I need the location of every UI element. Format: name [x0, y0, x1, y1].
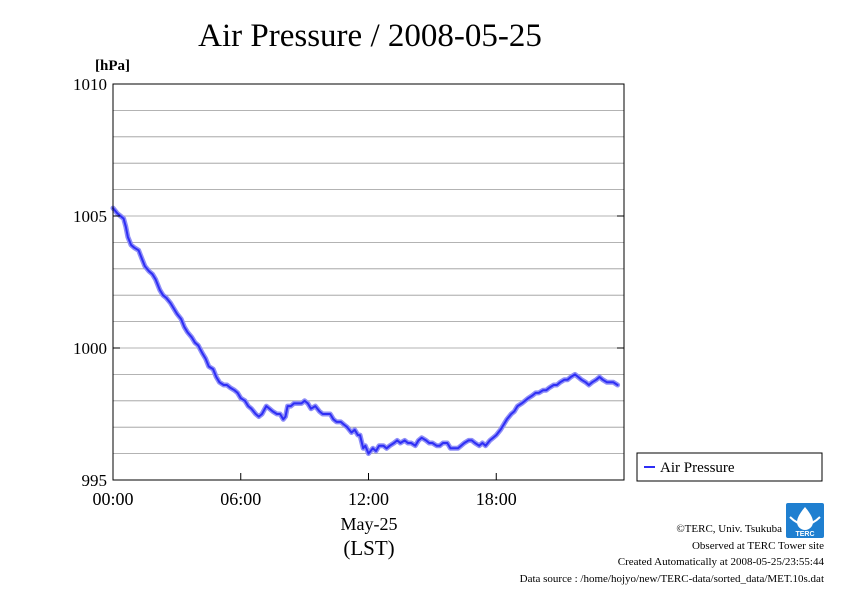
- copyright-text: ©TERC, Univ. Tsukuba: [676, 523, 782, 535]
- legend: Air Pressure: [636, 452, 823, 482]
- legend-box: [636, 452, 823, 482]
- grid-lines: [113, 110, 624, 455]
- y-tick-label: 1010: [73, 75, 107, 94]
- legend-label-air-pressure: Air Pressure: [660, 460, 735, 476]
- logo-text: TERC: [795, 531, 814, 538]
- series-layer: [110, 205, 621, 457]
- plot-area-frame: [112, 83, 625, 481]
- series-halo-air-pressure: [110, 205, 621, 457]
- y-tick-label: 1005: [73, 207, 107, 226]
- observed-text: Observed at TERC Tower site: [692, 540, 824, 552]
- data-source-text: Data source : /home/hojyo/new/TERC-data/…: [520, 573, 824, 585]
- axes: 995 1000 1005 1010 00:00 06:00 12:00 18:00: [73, 75, 624, 509]
- chart-title: Air Pressure / 2008-05-25: [198, 18, 542, 54]
- x-axis-date-label: May-25: [341, 514, 398, 534]
- terc-logo: TERC: [786, 503, 824, 538]
- created-text: Created Automatically at 2008-05-25/23:5…: [618, 556, 825, 568]
- x-tick-label: 00:00: [92, 489, 133, 509]
- y-axis-unit-label: [hPa]: [95, 58, 130, 74]
- x-tick-label: 18:00: [476, 489, 517, 509]
- y-tick-label: 995: [82, 471, 108, 490]
- y-tick-label: 1000: [73, 339, 107, 358]
- x-tick-label: 12:00: [348, 489, 389, 509]
- series-line-air-pressure: [112, 207, 619, 455]
- x-axis-unit-label: (LST): [343, 536, 394, 560]
- x-tick-label: 06:00: [220, 489, 261, 509]
